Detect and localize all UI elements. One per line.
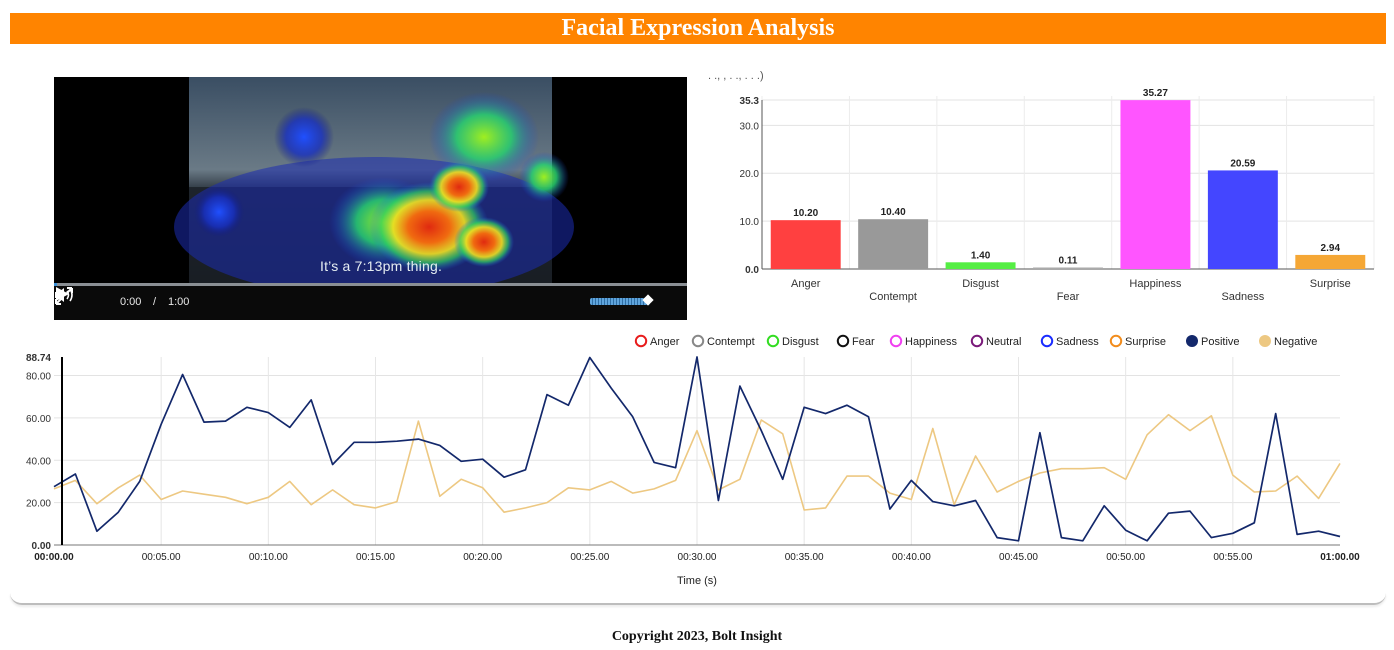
line-y-tick-label: 60.00 <box>26 414 51 425</box>
legend-marker <box>836 334 850 348</box>
legend-label: Happiness <box>905 336 957 348</box>
video-player[interactable]: It’s a 7:13pm thing. 0:00 / 1:00 <box>54 77 687 320</box>
line-x-tick-label: 00:30.00 <box>678 552 717 563</box>
legend-marker <box>634 334 648 348</box>
emotion-bar-chart: 0.0 10.0 20.0 30.0 35.3 10.20 Anger 10.40 Contem… <box>740 88 1375 303</box>
line-x-tick-label: 00:05.00 <box>142 552 181 563</box>
bar-value-label: 10.20 <box>793 208 818 219</box>
bar-happiness <box>1120 100 1191 270</box>
bar-contempt <box>858 219 929 269</box>
line-x-tick-label: 00:00.00 <box>34 552 74 563</box>
bar-category-label: Sadness <box>1221 291 1264 303</box>
legend-marker <box>889 334 903 348</box>
bar-value-label: 10.40 <box>881 207 906 218</box>
legend-item-negative[interactable]: Negative <box>1259 335 1317 348</box>
line-x-tick-label: 00:15.00 <box>356 552 395 563</box>
legend-item-disgust[interactable]: Disgust <box>766 334 819 348</box>
bar-category-label: Disgust <box>962 278 999 290</box>
line-y-tick-label: 88.74 <box>26 353 51 364</box>
line-y-tick-label: 0.00 <box>32 541 52 552</box>
bar-value-label: 20.59 <box>1230 158 1255 169</box>
legend-item-neutral[interactable]: Neutral <box>970 334 1022 348</box>
legend-item-fear[interactable]: Fear <box>836 334 875 348</box>
bar-surprise <box>1295 254 1366 269</box>
legend-item-surprise[interactable]: Surprise <box>1109 334 1166 348</box>
duration: 1:00 <box>168 296 190 308</box>
bar-y-tick-label: 30.0 <box>740 121 760 132</box>
bar-value-label: 35.27 <box>1143 88 1168 99</box>
current-time: 0:00 <box>120 296 142 308</box>
series-line-negative <box>53 413 1341 513</box>
line-x-tick-label: 00:55.00 <box>1213 552 1252 563</box>
page-title: Facial Expression Analysis <box>10 13 1386 44</box>
legend-marker <box>970 334 984 348</box>
line-x-tick-label: 00:35.00 <box>785 552 824 563</box>
heatmap-video-frame[interactable] <box>54 77 687 283</box>
legend-label: Neutral <box>986 336 1021 348</box>
legend-label: Fear <box>852 336 875 348</box>
bar-disgust <box>945 262 1016 269</box>
volume-slider[interactable] <box>590 298 650 305</box>
bar-value-label: 2.94 <box>1321 243 1341 254</box>
line-x-tick-label: 00:25.00 <box>570 552 609 563</box>
legend-marker <box>1109 334 1123 348</box>
legend-marker <box>1040 334 1054 348</box>
legend-label: Positive <box>1201 336 1240 348</box>
bar-y-tick-label: 20.0 <box>740 169 760 180</box>
line-x-tick-label: 00:50.00 <box>1106 552 1145 563</box>
legend-label: Disgust <box>782 336 819 348</box>
line-x-tick-label: 00:20.00 <box>463 552 502 563</box>
bar-category-label: Anger <box>791 278 821 290</box>
legend-label: Sadness <box>1056 336 1099 348</box>
legend-marker <box>691 334 705 348</box>
bar-category-label: Fear <box>1057 291 1080 303</box>
bar-chart-title-cut: . ., , . ., . . .) <box>708 70 764 82</box>
legend-marker <box>766 334 780 348</box>
panel-bottom-edge <box>10 593 1386 605</box>
time-separator: / <box>153 296 157 308</box>
legend-item-sadness[interactable]: Sadness <box>1040 334 1100 348</box>
legend-label: Negative <box>1274 336 1317 348</box>
line-x-tick-label: 00:40.00 <box>892 552 931 563</box>
bar-y-tick-label: 0.0 <box>745 265 759 276</box>
legend-label: Anger <box>650 336 680 348</box>
bar-value-label: 0.11 <box>1059 256 1078 267</box>
bar-y-tick-label: 35.3 <box>740 96 760 107</box>
fullscreen-icon[interactable] <box>54 286 74 306</box>
legend-label: Contempt <box>707 336 755 348</box>
line-x-tick-label: 00:45.00 <box>999 552 1038 563</box>
line-y-tick-label: 20.00 <box>26 499 51 510</box>
legend-label: Surprise <box>1125 336 1166 348</box>
series-line-positive <box>53 356 1341 542</box>
bar-category-label: Happiness <box>1129 278 1181 290</box>
emotion-timeline-chart: Anger Contempt Disgust Fear Happiness Neutral… <box>26 334 1360 587</box>
video-controls: 0:00 / 1:00 <box>54 286 687 320</box>
legend-item-contempt[interactable]: Contempt <box>691 334 755 348</box>
copyright-footer: Copyright 2023, Bolt Insight <box>611 629 783 644</box>
bar-value-label: 1.40 <box>971 250 991 261</box>
bar-category-label: Surprise <box>1310 278 1351 290</box>
line-x-tick-label: 01:00.00 <box>1320 552 1360 563</box>
line-x-axis-title: Time (s) <box>677 575 717 587</box>
legend-item-happiness[interactable]: Happiness <box>889 334 958 348</box>
video-subtitle: It’s a 7:13pm thing. <box>320 258 443 274</box>
video-progress-fill <box>54 283 58 286</box>
bar-sadness <box>1207 170 1278 269</box>
bar-category-label: Contempt <box>869 291 917 303</box>
line-x-tick-label: 00:10.00 <box>249 552 288 563</box>
bar-y-tick-label: 10.0 <box>740 217 760 228</box>
line-y-tick-label: 40.00 <box>26 456 51 467</box>
line-y-tick-label: 80.00 <box>26 372 51 383</box>
legend-item-positive[interactable]: Positive <box>1186 335 1240 348</box>
video-progress-bar[interactable] <box>54 283 687 286</box>
legend-item-anger[interactable]: Anger <box>634 334 680 348</box>
legend-marker <box>1259 335 1271 347</box>
bar-anger <box>770 220 841 269</box>
legend-marker <box>1186 335 1198 347</box>
bar-fear <box>1033 267 1103 269</box>
